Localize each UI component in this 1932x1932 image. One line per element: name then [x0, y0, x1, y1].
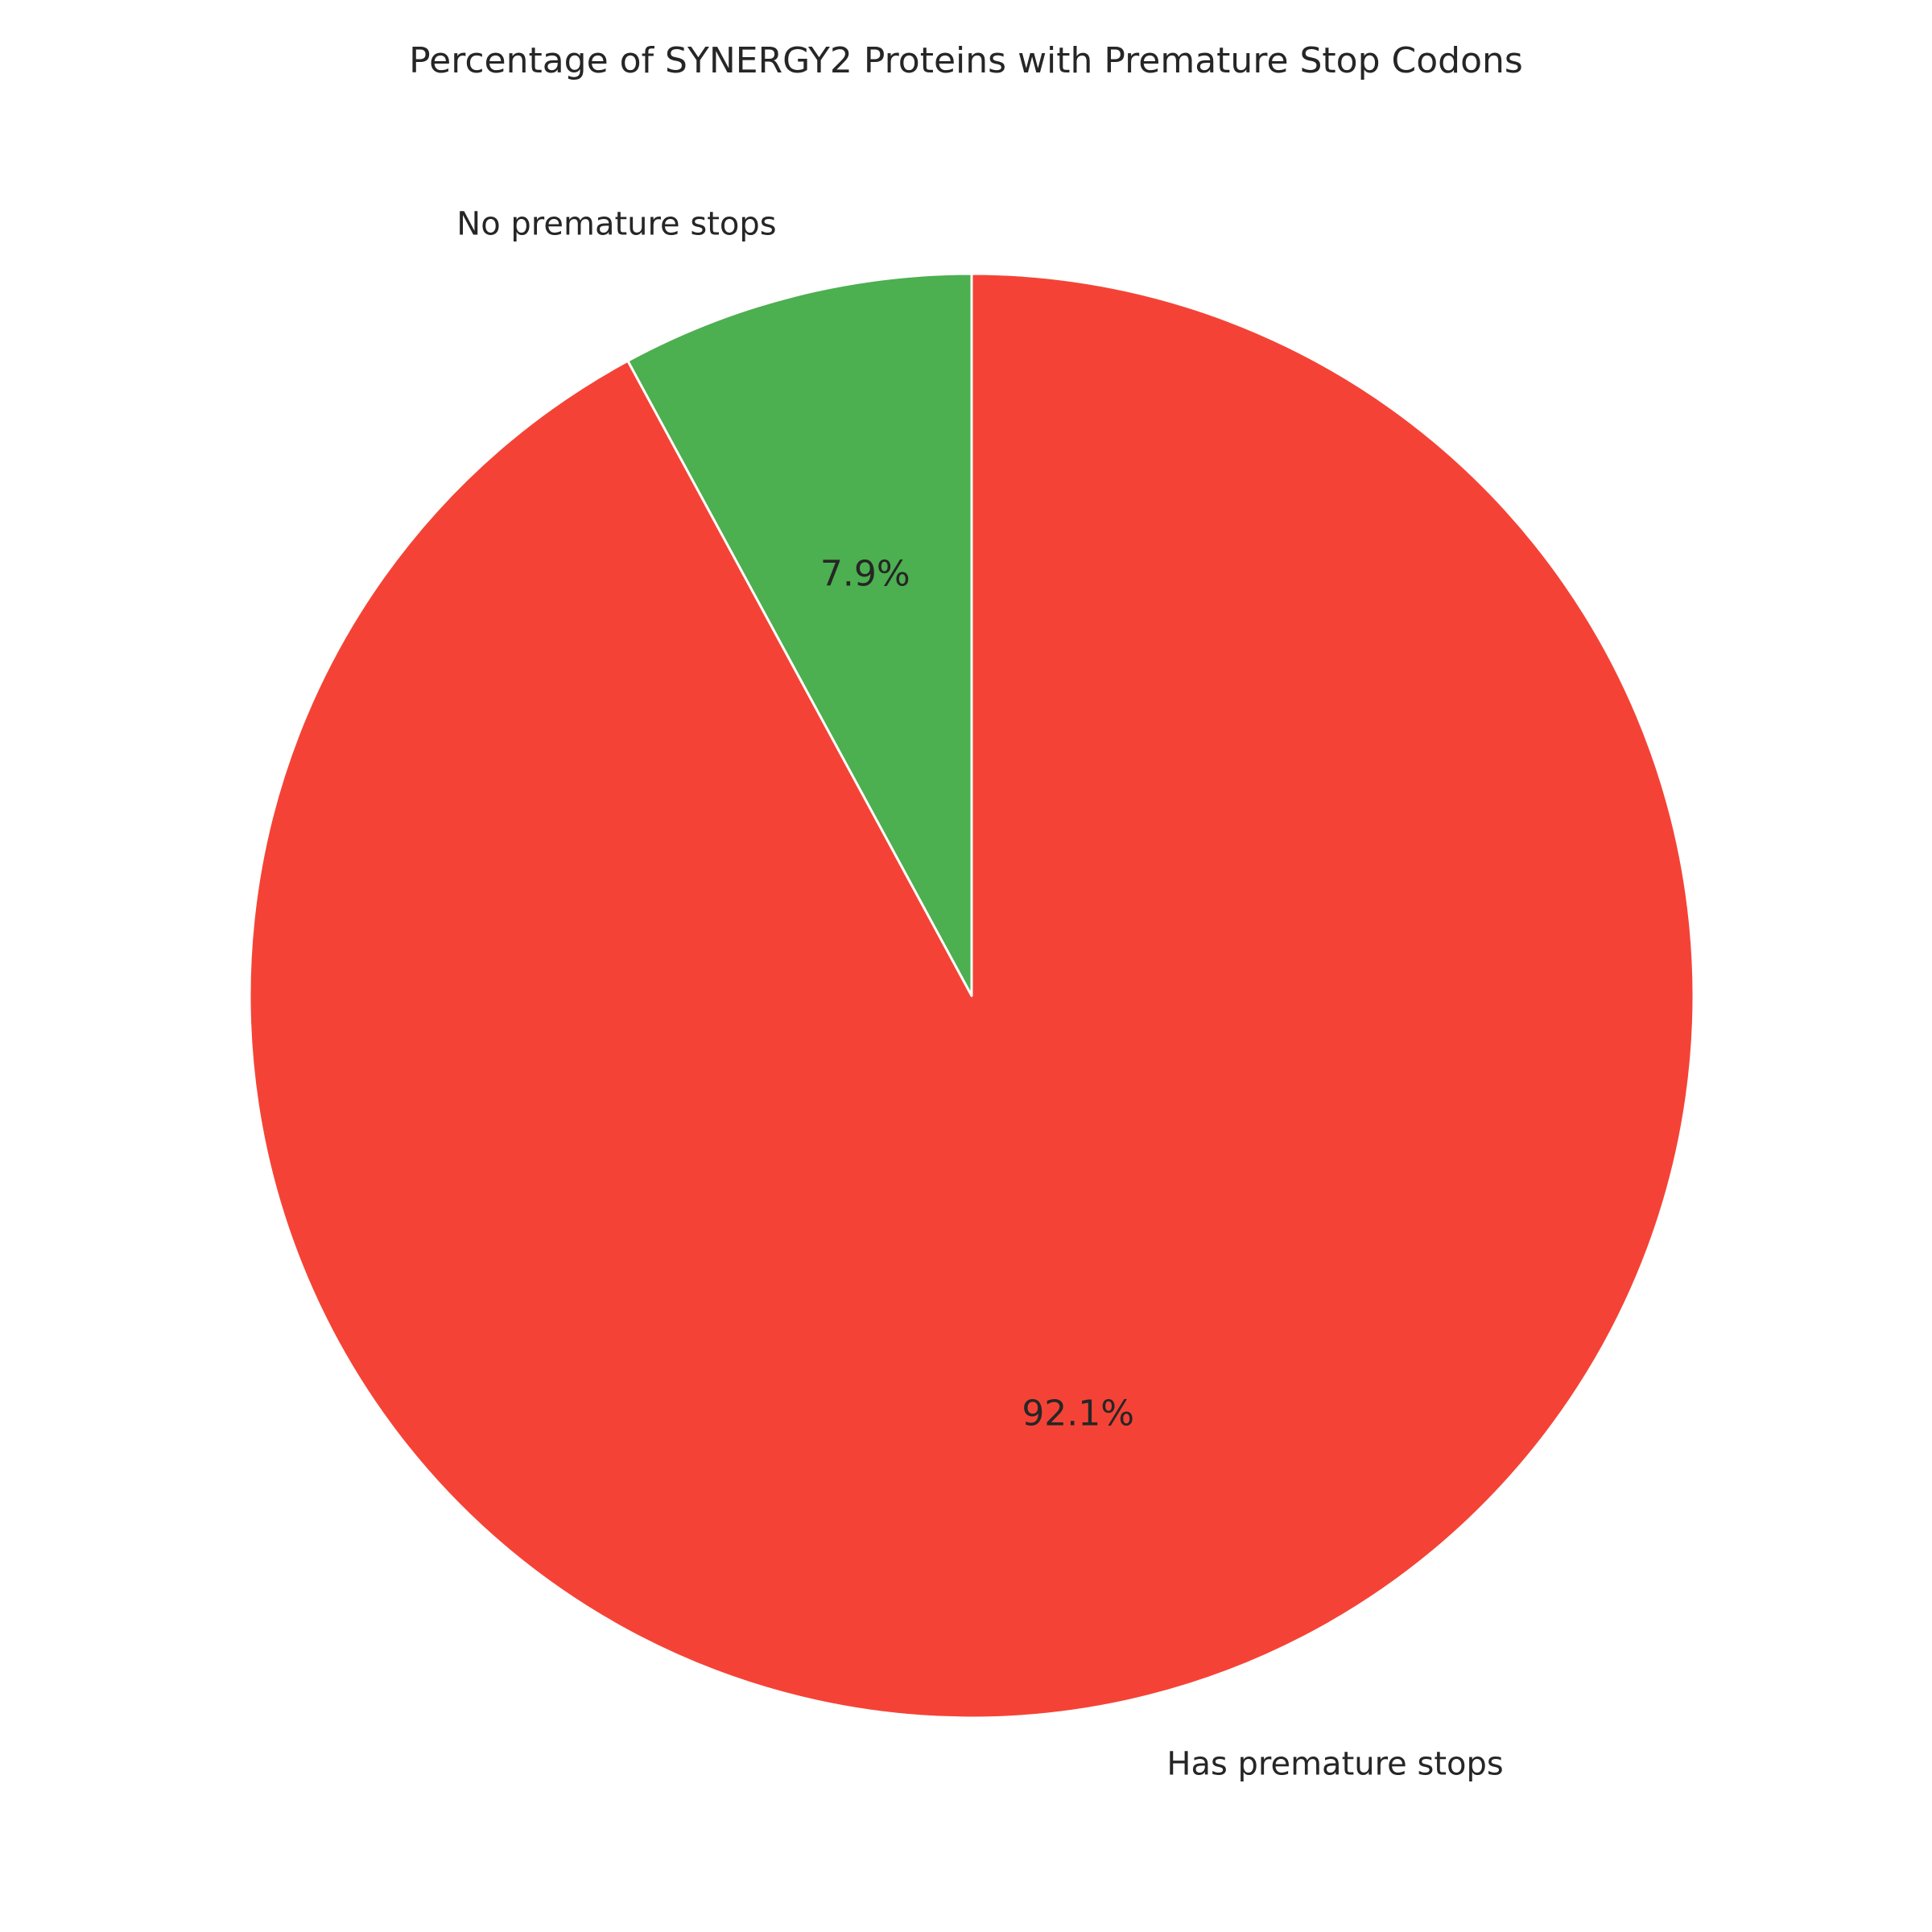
pct-label-no-premature-stops: 7.9% — [820, 553, 910, 594]
pie-slice-no-premature-stops — [626, 272, 973, 997]
pie-labels: No premature stops 7.9% Has premature stop… — [456, 206, 1503, 1783]
chart-title: Percentage of SYNERGY2 Proteins with Pre… — [409, 40, 1523, 81]
slice-label-has-premature-stops: Has premature stops — [1166, 1745, 1503, 1782]
pct-label-has-premature-stops: 92.1% — [1022, 1393, 1134, 1435]
slice-label-no-premature-stops: No premature stops — [456, 206, 776, 243]
pie-slice-has-premature-stops — [248, 272, 1695, 1719]
pie-slices — [248, 272, 1695, 1719]
